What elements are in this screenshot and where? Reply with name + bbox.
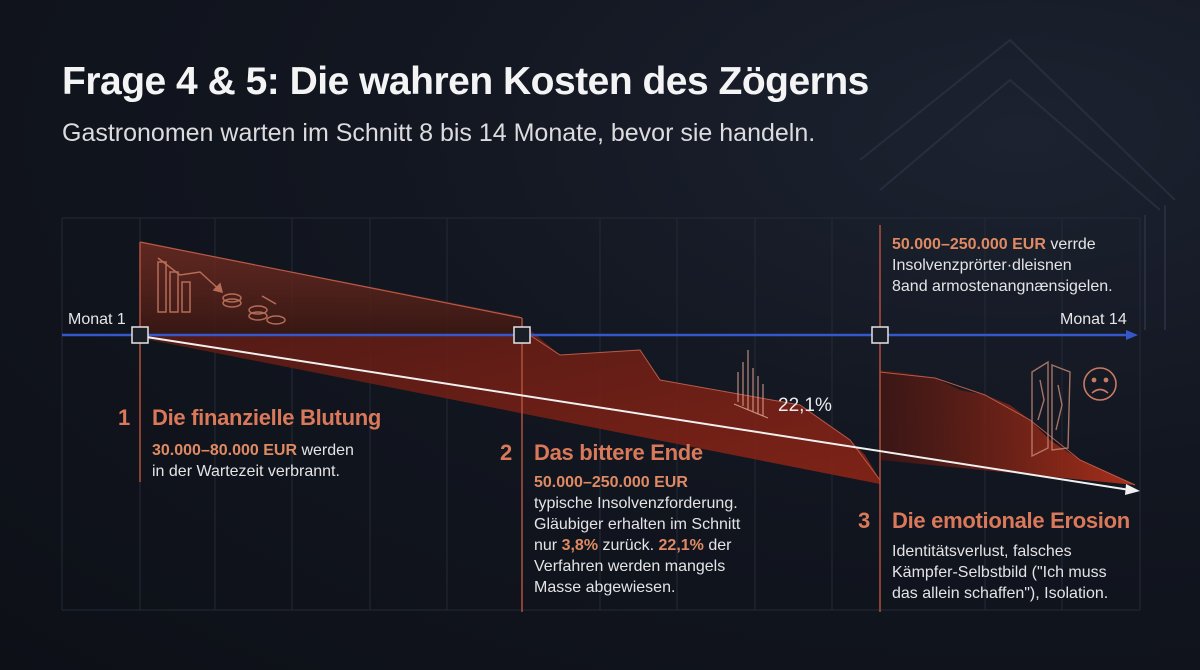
axis-start-label: Monat 1 — [68, 311, 126, 328]
step-2-line-3-post: der — [703, 537, 732, 554]
step-2-number: 2 — [500, 440, 513, 465]
step-1-text: 30.000–80.000 EUR werden in der Wartezei… — [152, 440, 452, 482]
marker-month-1 — [131, 326, 149, 344]
step-2-rejection-rate: 22,1% — [658, 537, 704, 554]
step-3-line-2: Kämpfer-Selbstbild ("Ich muss — [892, 564, 1107, 581]
callout-line-2: Insolvenzprörter·dleisnen — [892, 257, 1072, 274]
step-2-title: Das bittere Ende — [534, 440, 703, 465]
callout-text-1: verrde — [1045, 236, 1096, 253]
area-border — [139, 241, 523, 319]
step-1-title: Die finanzielle Blutung — [152, 405, 381, 430]
falling-bars-coins-icon — [157, 257, 286, 325]
step-1-number: 1 — [118, 405, 131, 430]
step-2-line-5: Masse abgewiesen. — [534, 579, 676, 596]
step-2-line-1: typische Insolvenzforderung. — [534, 495, 738, 512]
area-border-2 — [521, 329, 881, 481]
step-2-line-4: Verfahren werden mangels — [534, 558, 726, 575]
background-building-lines — [859, 38, 1176, 330]
area-border-3 — [879, 371, 1136, 486]
step-2-amount: 50.000–250.000 EUR — [534, 474, 688, 491]
sad-face-icon — [1083, 367, 1117, 401]
page-title: Frage 4 & 5: Die wahren Kosten des Zöger… — [62, 60, 869, 103]
axis-end-label: Monat 14 — [1060, 311, 1127, 328]
step-1-amount: 30.000–80.000 EUR — [152, 442, 297, 459]
broken-bars-icon — [733, 350, 769, 419]
chart-percent-label: 22,1% — [778, 395, 832, 416]
area-phase-2 — [140, 330, 880, 484]
step-3-title: Die emotionale Erosion — [892, 508, 1130, 533]
step-3-number: 3 — [858, 508, 871, 533]
area-phase-3 — [880, 370, 1135, 485]
step-2-line-3-pre: nur — [534, 537, 562, 554]
decline-line — [139, 335, 1131, 491]
timeline-arrowhead — [1126, 330, 1138, 340]
crumbling-wall-icon — [1031, 360, 1071, 458]
area-phase-1 — [140, 242, 522, 336]
decline-arrowhead — [1125, 484, 1140, 495]
step-3-line-3: das allein schaffen"), Isolation. — [892, 585, 1109, 602]
marker-step-2 — [513, 326, 531, 344]
step-2-line-2: Gläubiger erhalten im Schnitt — [534, 516, 741, 533]
step-2-text: 50.000–250.000 EUR typische Insolvenzfor… — [534, 472, 834, 598]
callout-line-3: 8and armostenangnænsigelen. — [892, 278, 1113, 295]
step-2-line-3-mid: zurück. — [598, 537, 659, 554]
callout-text: 50.000–250.000 EUR verrde Insolvenzprört… — [892, 234, 1192, 297]
marker-step-3 — [871, 326, 889, 344]
step-3-line-1: Identitätsverlust, falsches — [892, 543, 1072, 560]
step-1-text-a: werden — [297, 442, 354, 459]
step-2-recovery-rate: 3,8% — [561, 537, 599, 554]
step-1-text-b: in der Wartezeit verbrannt. — [152, 463, 340, 480]
callout-amount: 50.000–250.000 EUR — [892, 236, 1046, 253]
page-subtitle: Gastronomen warten im Schnitt 8 bis 14 M… — [62, 119, 816, 147]
step-3-text: Identitätsverlust, falsches Kämpfer-Selb… — [892, 541, 1182, 604]
